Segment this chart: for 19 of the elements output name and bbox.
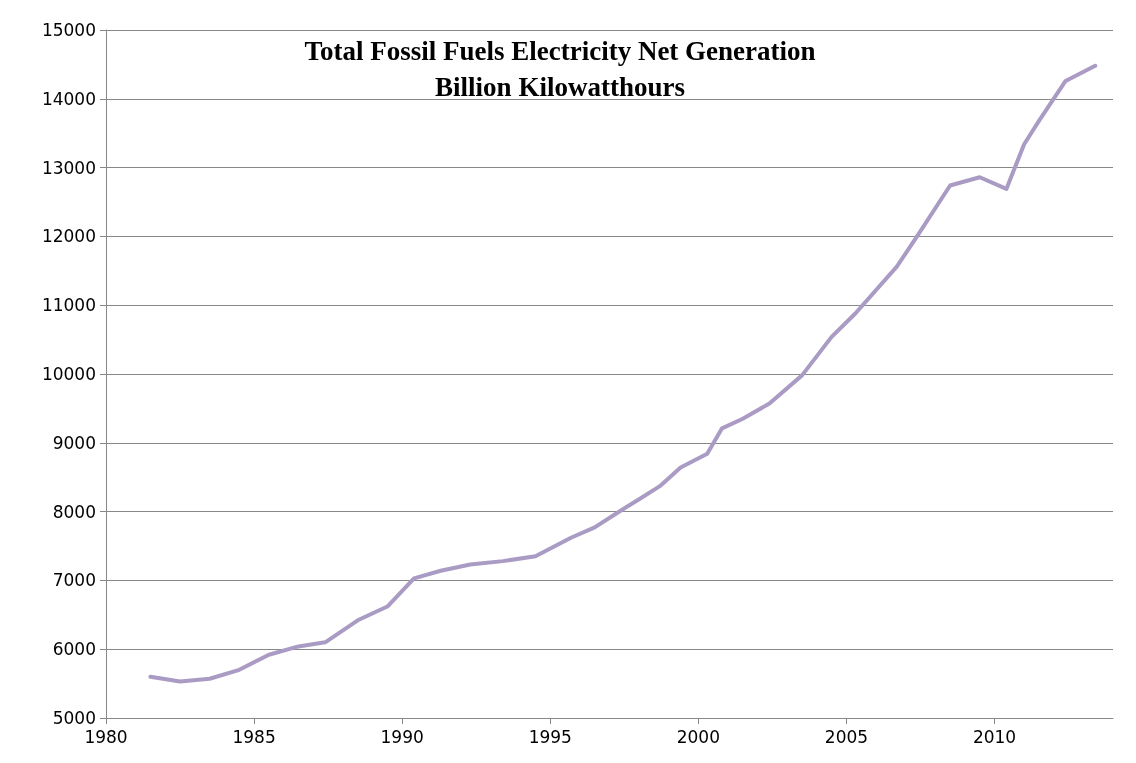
y-tick-label: 7000 — [52, 570, 96, 591]
y-tick-label: 12000 — [41, 226, 96, 247]
y-tick-label: 10000 — [41, 364, 96, 384]
x-tick-label: 2010 — [972, 726, 1017, 747]
y-tick-label: 13000 — [41, 157, 96, 178]
y-tick-label: 11000 — [41, 295, 96, 316]
y-tick-label: 15000 — [41, 20, 96, 40]
y-tick-label: 5000 — [52, 708, 96, 728]
y-tick-label: 9000 — [52, 432, 96, 453]
y-tick-label: 8000 — [52, 501, 96, 522]
x-tick-label: 1980 — [84, 726, 128, 747]
y-tick-label: 6000 — [52, 639, 96, 660]
x-tick-label: 1990 — [380, 726, 424, 747]
x-tick-label: 1995 — [528, 726, 572, 747]
x-tick-label: 2005 — [824, 726, 869, 747]
x-tick-label: 1985 — [232, 726, 276, 747]
text: Total Fossil Fuels Electricity Net Generation Billion Kilowatthours — [304, 36, 816, 102]
x-tick-label: 2000 — [676, 726, 720, 747]
y-tick-label: 14000 — [41, 88, 96, 109]
